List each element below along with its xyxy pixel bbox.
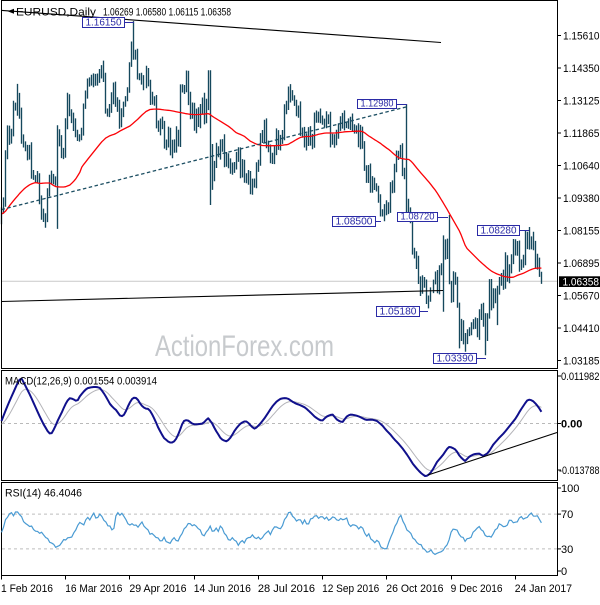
svg-text:1.06269 1.06580 1.06115 1.0635: 1.06269 1.06580 1.06115 1.06358	[103, 7, 231, 19]
svg-text:1.03390: 1.03390	[437, 354, 474, 365]
svg-text:1.11865: 1.11865	[563, 128, 600, 140]
svg-text:MACD(12,26,9) 0.001554 0.00391: MACD(12,26,9) 0.001554 0.003914	[5, 376, 157, 388]
svg-text:1.04410: 1.04410	[563, 323, 600, 335]
svg-text:26 Oct 2016: 26 Oct 2016	[386, 583, 443, 595]
svg-text:1.13125: 1.13125	[563, 96, 600, 108]
svg-text:100: 100	[561, 483, 579, 495]
svg-text:28 Jul 2016: 28 Jul 2016	[258, 583, 315, 595]
svg-text:1.12980: 1.12980	[361, 99, 394, 110]
svg-text:0: 0	[561, 566, 567, 578]
svg-text:30: 30	[561, 544, 573, 556]
svg-text:70: 70	[561, 509, 573, 521]
svg-text:1.10640: 1.10640	[563, 161, 600, 173]
svg-text:-0.013788: -0.013788	[559, 465, 600, 477]
svg-text:29 Apr 2016: 29 Apr 2016	[129, 583, 186, 595]
svg-text:1.16150: 1.16150	[86, 18, 122, 29]
svg-text:1.09380: 1.09380	[563, 193, 600, 205]
svg-text:12 Sep 2016: 12 Sep 2016	[322, 583, 379, 595]
svg-text:16 Mar 2016: 16 Mar 2016	[65, 583, 122, 595]
svg-text:1.03185: 1.03185	[563, 356, 600, 368]
svg-text:1.08155: 1.08155	[563, 226, 600, 238]
svg-text:1.05670: 1.05670	[563, 291, 600, 303]
svg-text:1.06358: 1.06358	[563, 277, 600, 289]
svg-text:RSI(14) 46.4046: RSI(14) 46.4046	[5, 488, 82, 500]
svg-text:0.011982: 0.011982	[561, 371, 600, 383]
svg-text:1.14350: 1.14350	[563, 63, 600, 75]
svg-text:1.08720: 1.08720	[401, 212, 435, 223]
svg-text:1.15610: 1.15610	[563, 31, 600, 43]
svg-text:24 Jan 2017: 24 Jan 2017	[515, 583, 572, 595]
svg-text:EURUSD,Daily: EURUSD,Daily	[16, 7, 97, 19]
svg-text:1.06895: 1.06895	[563, 258, 600, 270]
svg-text:1.08500: 1.08500	[336, 217, 373, 228]
svg-text:0.00: 0.00	[561, 419, 582, 431]
svg-text:1.08280: 1.08280	[481, 226, 517, 237]
svg-text:14 Jun 2016: 14 Jun 2016	[194, 583, 251, 595]
svg-text:9 Dec 2016: 9 Dec 2016	[451, 583, 503, 595]
svg-text:1 Feb 2016: 1 Feb 2016	[1, 583, 53, 595]
svg-text:1.05180: 1.05180	[380, 307, 417, 318]
svg-text:ActionForex.com: ActionForex.com	[155, 330, 334, 363]
